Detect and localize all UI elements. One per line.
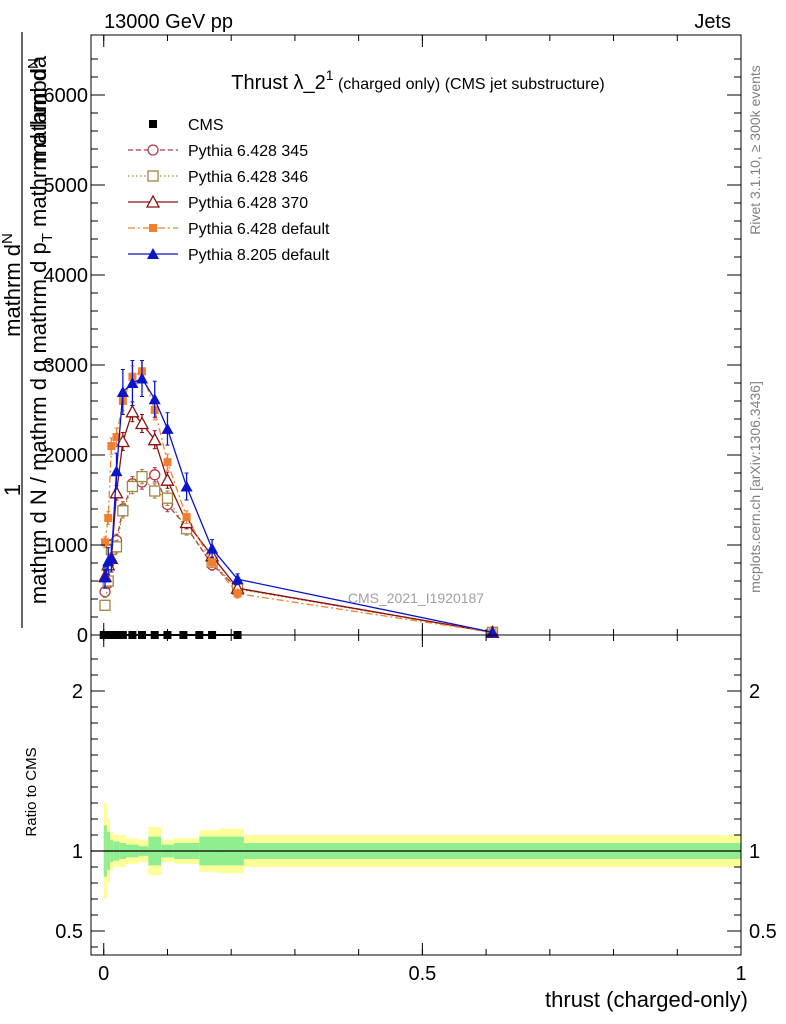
y-tick-label: 5000: [44, 175, 89, 197]
title-main: Thrust λ_2: [231, 72, 325, 94]
title-sub: (charged only) (CMS jet substructure): [334, 76, 605, 93]
point-py8: [116, 386, 129, 397]
ylabel-denominator: mathrm d N / mathrm d q mathrm d pT math…: [26, 55, 56, 604]
legend-marker-py345: [147, 144, 159, 156]
mcplots-label: mcplots.cern.ch [arXiv:1306.3436]: [747, 381, 763, 593]
point-py8: [180, 480, 193, 492]
point-py8: [161, 422, 174, 434]
point-py345: [149, 469, 161, 481]
point-pydef: [112, 433, 121, 441]
ratio-tick-label-right: 1: [749, 841, 760, 863]
ratio-axes: 0 0.5 10.5 0.51 12 2: [55, 634, 777, 985]
point-py370: [109, 485, 124, 499]
point-py346: [126, 480, 139, 493]
legend-label-py346: Pythia 6.428 346: [188, 169, 308, 186]
legend-label-py8: Pythia 8.205 default: [188, 247, 330, 264]
y-tick-label: 0: [77, 625, 88, 647]
point-py8: [99, 571, 112, 583]
ratio-bands: [91, 803, 742, 899]
title-sup: 1: [326, 67, 334, 83]
point-py346: [161, 492, 174, 504]
point-py346: [136, 470, 148, 483]
y-tick-label: 4000: [44, 265, 89, 287]
point-py8: [105, 552, 118, 564]
x-axis-label: thrust (charged-only): [545, 987, 748, 1012]
y-tick-label: 6000: [44, 85, 89, 107]
ratio-frame: [90, 634, 742, 956]
x-tick-label: 0.5: [408, 963, 436, 985]
legend-label-py370: Pythia 6.428 370: [188, 195, 308, 212]
point-py346: [117, 505, 129, 517]
legend-label-cms: CMS: [188, 117, 224, 134]
y-tick-label: 1000: [44, 535, 89, 557]
point-py8: [110, 465, 123, 477]
point-pydef: [208, 558, 217, 567]
point-pydef: [163, 458, 172, 467]
legend-marker-py346: [147, 170, 159, 182]
point-py370: [125, 404, 140, 418]
legend-marker-py370: [145, 194, 161, 208]
legend-marker-py8: [147, 248, 159, 259]
main-axes: 0 1000 2000 3000 4000 5000 6000: [44, 34, 742, 955]
point-py8: [231, 573, 244, 585]
point-pydef: [107, 442, 116, 450]
ratio-tick-label-right: 2: [749, 681, 760, 703]
x-tick-label: 1: [735, 963, 746, 985]
point-py8: [135, 372, 148, 384]
ratio-tick-label-left: 1: [72, 841, 83, 863]
ratio-ylabel: Ratio to CMS: [23, 747, 40, 836]
legend-marker-pydef: [149, 224, 157, 232]
point-py370: [160, 472, 175, 486]
y-axis-label: mathrm dN 1 mathrm d N / mathrm d q math…: [0, 32, 56, 628]
point-pydef: [101, 538, 110, 547]
point-pydef: [233, 589, 242, 598]
point-py370: [147, 432, 162, 446]
point-pydef: [182, 513, 191, 522]
ratio-tick-label-left: 2: [72, 681, 83, 703]
point-py8: [148, 393, 161, 405]
y-tick-label: 3000: [44, 355, 89, 377]
legend: CMS Pythia 6.428 345 Pythia 6.428 346 Pythi…: [128, 117, 330, 264]
point-py346: [149, 485, 161, 497]
ylabel-numerator-d: mathrm dN: [0, 233, 25, 337]
ratio-tick-label-left: 0.5: [55, 921, 83, 943]
x-tick-label: 0: [98, 963, 109, 985]
point-py346: [99, 599, 111, 611]
legend-marker-cms: [149, 120, 157, 128]
point-py370: [134, 416, 150, 430]
point-pydef: [104, 514, 113, 522]
rivet-label: Rivet 3.1.10, ≥ 300k events: [747, 65, 763, 235]
legend-label-pydef: Pythia 6.428 default: [188, 221, 330, 238]
y-tick-label: 2000: [44, 445, 89, 467]
legend-label-py345: Pythia 6.428 345: [188, 143, 308, 160]
header-right: Jets: [694, 11, 731, 33]
header-left: 13000 GeV pp: [104, 11, 233, 33]
ratio-tick-label-right: 0.5: [749, 921, 777, 943]
analysis-watermark: CMS_2021_I1920187: [348, 590, 484, 606]
plot-title: Thrust λ_21 (charged only) (CMS jet subs…: [231, 67, 604, 94]
point-py8: [126, 377, 139, 388]
ylabel-denominator-2: mathrm dN: [25, 58, 51, 162]
point-py8: [206, 542, 219, 554]
ylabel-numerator-one: 1: [0, 484, 25, 496]
